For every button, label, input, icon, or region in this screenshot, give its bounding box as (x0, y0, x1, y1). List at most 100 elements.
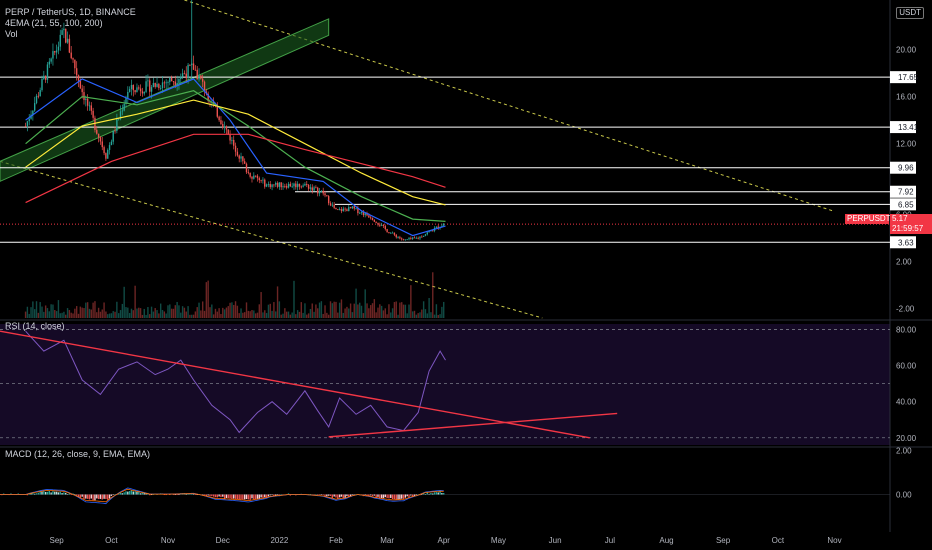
volume-bar (278, 301, 281, 318)
x-tick-label: Apr (437, 536, 450, 545)
volume-bar (209, 307, 211, 318)
candle-body (88, 105, 91, 107)
candle-body (243, 161, 246, 164)
volume-indicator-title[interactable]: Vol (5, 29, 18, 39)
macd-histogram-bar (119, 492, 122, 495)
candle-body (24, 126, 27, 127)
volume-bar (276, 286, 279, 318)
candle-body (28, 118, 30, 122)
candle-body (353, 206, 355, 209)
volume-bar (289, 314, 292, 318)
macd-histogram-bar (273, 494, 275, 496)
candle-body (216, 104, 218, 117)
macd-histogram-bar (203, 494, 206, 496)
macd-histogram-bar (280, 494, 282, 495)
volume-bar (222, 307, 224, 318)
candle-body (200, 75, 202, 79)
volume-bar (284, 308, 286, 318)
candle-body (154, 83, 156, 87)
macd-histogram-bar (116, 494, 118, 496)
currency-badge[interactable]: USDT (896, 7, 924, 19)
volume-bar (355, 288, 357, 318)
rsi-descending-trendline (0, 330, 590, 439)
volume-bar (291, 312, 293, 318)
candle-body (264, 179, 266, 187)
candle-body (359, 212, 361, 214)
candle-body (282, 186, 284, 188)
level-label-box (890, 236, 916, 249)
candle-body (262, 179, 264, 181)
macd-histogram-bar (421, 494, 423, 496)
candle-body (165, 82, 167, 84)
channel-dashed-line (0, 160, 543, 319)
candle-body (379, 224, 381, 226)
volume-bar (145, 314, 147, 318)
macd-histogram-bar (223, 494, 226, 499)
candle-body (185, 73, 187, 79)
ema-indicator-title[interactable]: 4EMA (21, 55, 100, 200) (5, 18, 103, 28)
candle-body (278, 182, 281, 187)
candle-body (68, 38, 71, 53)
candle-body (149, 80, 151, 92)
candle-body (35, 95, 38, 104)
volume-bar (178, 305, 180, 318)
macd-histogram-bar (329, 494, 332, 497)
candle-body (435, 226, 438, 228)
volume-bar (443, 301, 445, 318)
rsi-tick-label: 20.00 (896, 434, 917, 443)
candle-body (240, 156, 242, 159)
macd-histogram-bar (211, 494, 213, 497)
rsi-legend[interactable]: RSI (14, close) (5, 321, 65, 331)
candle-body (369, 217, 372, 219)
symbol-title[interactable]: PERP / TetherUS, 1D, BINANCE (5, 7, 136, 17)
macd-legend[interactable]: MACD (12, 26, close, 9, EMA, EMA) (5, 449, 151, 459)
volume-bar (72, 313, 74, 318)
macd-histogram-bar (81, 494, 83, 497)
candle-body (236, 151, 239, 156)
volume-bar (83, 308, 85, 318)
macd-histogram-bar (187, 494, 189, 495)
volume-bar (282, 313, 284, 318)
macd-histogram-bar (105, 494, 107, 500)
volume-bar (163, 311, 166, 318)
candle-body (48, 61, 51, 65)
macd-histogram-bar (43, 491, 45, 495)
volume-bar (48, 311, 51, 318)
candle-body (415, 237, 418, 239)
x-tick-label: Dec (216, 536, 230, 545)
volume-bar (33, 309, 36, 318)
volume-bar (338, 302, 341, 318)
volume-bar (267, 304, 270, 318)
volume-bar (156, 310, 158, 318)
candle-body (313, 187, 315, 191)
candle-body (222, 124, 224, 128)
candle-body (192, 63, 195, 70)
candle-body (134, 90, 136, 93)
candle-body (174, 81, 176, 85)
volume-bar (391, 308, 394, 318)
candle-body (357, 208, 359, 214)
volume-bar (138, 307, 140, 318)
volume-bar (46, 308, 49, 318)
volume-bar (406, 313, 408, 318)
macd-histogram-bar (353, 494, 355, 496)
macd-tick-label: 0.00 (896, 491, 912, 500)
volume-bar (192, 314, 195, 318)
volume-bar (90, 309, 92, 318)
macd-histogram-bar (229, 494, 231, 499)
macd-histogram-bar (85, 494, 87, 499)
candle-body (311, 187, 313, 191)
axis-layer: Sep Oct Nov Dec 2022 Feb Mar Apr May Jun Jul Aug Sep… (49, 45, 916, 545)
macd-histogram-bar (413, 494, 416, 497)
macd-histogram-bar (287, 493, 290, 495)
bar-countdown: 21:59:57 (892, 224, 924, 233)
macd-histogram-bar (99, 494, 102, 499)
candle-body (443, 223, 445, 226)
candle-body (101, 141, 103, 148)
macd-histogram-bar (101, 494, 103, 500)
volume-bar (158, 313, 160, 318)
volume-bar (200, 310, 202, 318)
volume-bar (382, 310, 385, 318)
macd-histogram-bar (441, 492, 443, 495)
